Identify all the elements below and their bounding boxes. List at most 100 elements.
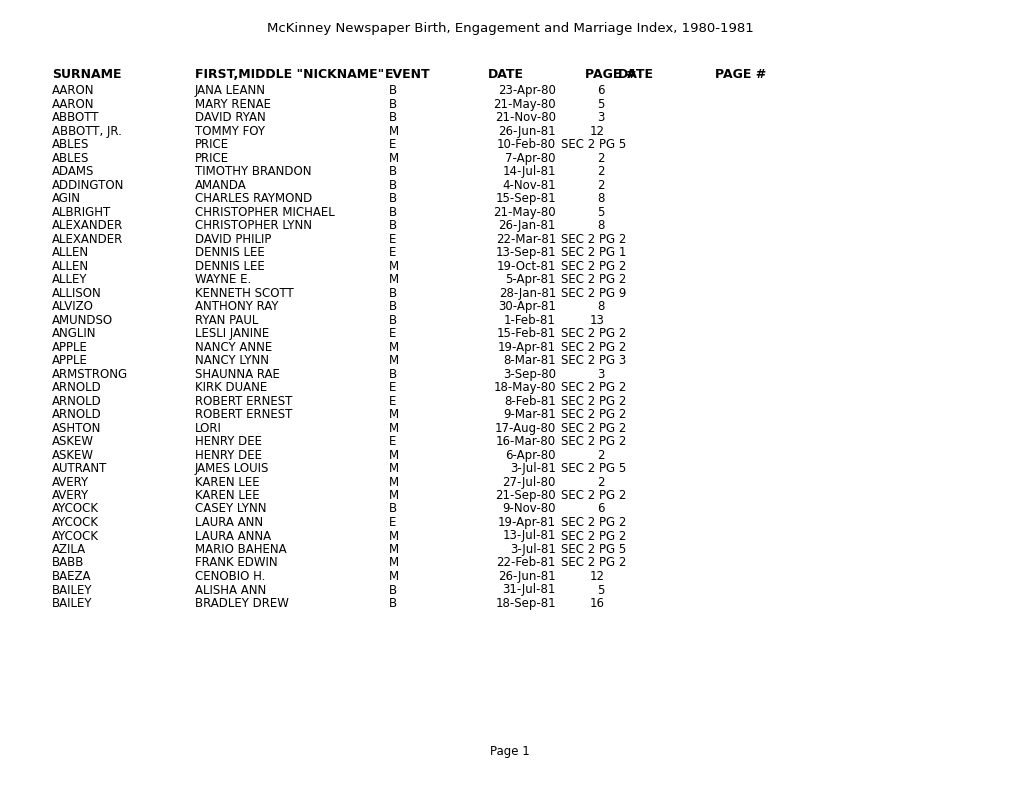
Text: ABBOTT: ABBOTT: [52, 111, 100, 124]
Text: 3-Jul-81: 3-Jul-81: [510, 543, 555, 556]
Text: DATE: DATE: [618, 68, 653, 81]
Text: B: B: [388, 111, 396, 124]
Text: M: M: [388, 273, 398, 286]
Text: 9-Mar-81: 9-Mar-81: [502, 408, 555, 421]
Text: SEC 2 PG 3: SEC 2 PG 3: [560, 354, 626, 367]
Text: ADDINGTON: ADDINGTON: [52, 179, 124, 191]
Text: M: M: [388, 422, 398, 434]
Text: M: M: [388, 408, 398, 421]
Text: 15-Feb-81: 15-Feb-81: [496, 327, 555, 340]
Text: TIMOTHY BRANDON: TIMOTHY BRANDON: [195, 165, 311, 178]
Text: ALLEN: ALLEN: [52, 246, 89, 259]
Text: B: B: [388, 503, 396, 515]
Text: M: M: [388, 543, 398, 556]
Text: HENRY DEE: HENRY DEE: [195, 448, 262, 462]
Text: ALLISON: ALLISON: [52, 287, 102, 299]
Text: NANCY ANNE: NANCY ANNE: [195, 340, 272, 354]
Text: AGIN: AGIN: [52, 192, 81, 205]
Text: 3-Sep-80: 3-Sep-80: [502, 367, 555, 381]
Text: ANTHONY RAY: ANTHONY RAY: [195, 300, 278, 313]
Text: 26-Jun-81: 26-Jun-81: [498, 570, 555, 583]
Text: B: B: [388, 583, 396, 597]
Text: AUTRANT: AUTRANT: [52, 462, 107, 475]
Text: DENNIS LEE: DENNIS LEE: [195, 259, 265, 273]
Text: 3: 3: [597, 111, 604, 124]
Text: 18-May-80: 18-May-80: [493, 381, 555, 394]
Text: M: M: [388, 556, 398, 570]
Text: SEC 2 PG 5: SEC 2 PG 5: [560, 138, 626, 151]
Text: 16: 16: [589, 597, 604, 610]
Text: ASKEW: ASKEW: [52, 435, 94, 448]
Text: 8-Feb-81: 8-Feb-81: [503, 395, 555, 407]
Text: 26-Jun-81: 26-Jun-81: [498, 125, 555, 137]
Text: ROBERT ERNEST: ROBERT ERNEST: [195, 408, 292, 421]
Text: ROBERT ERNEST: ROBERT ERNEST: [195, 395, 292, 407]
Text: 9-Nov-80: 9-Nov-80: [502, 503, 555, 515]
Text: B: B: [388, 597, 396, 610]
Text: MARY RENAE: MARY RENAE: [195, 98, 271, 110]
Text: SEC 2 PG 2: SEC 2 PG 2: [560, 408, 626, 421]
Text: TOMMY FOY: TOMMY FOY: [195, 125, 265, 137]
Text: 19-Apr-81: 19-Apr-81: [497, 516, 555, 529]
Text: CENOBIO H.: CENOBIO H.: [195, 570, 265, 583]
Text: M: M: [388, 475, 398, 489]
Text: ADAMS: ADAMS: [52, 165, 95, 178]
Text: PAGE #: PAGE #: [714, 68, 765, 81]
Text: B: B: [388, 219, 396, 232]
Text: AYCOCK: AYCOCK: [52, 516, 99, 529]
Text: PAGE #: PAGE #: [585, 68, 636, 81]
Text: AARON: AARON: [52, 84, 95, 97]
Text: ABLES: ABLES: [52, 151, 90, 165]
Text: E: E: [388, 138, 396, 151]
Text: 23-Apr-80: 23-Apr-80: [497, 84, 555, 97]
Text: BAILEY: BAILEY: [52, 583, 93, 597]
Text: 13-Sep-81: 13-Sep-81: [495, 246, 555, 259]
Text: M: M: [388, 570, 398, 583]
Text: 7-Apr-80: 7-Apr-80: [505, 151, 555, 165]
Text: M: M: [388, 530, 398, 542]
Text: M: M: [388, 489, 398, 502]
Text: 6: 6: [597, 84, 604, 97]
Text: JANA LEANN: JANA LEANN: [195, 84, 266, 97]
Text: E: E: [388, 381, 396, 394]
Text: E: E: [388, 232, 396, 246]
Text: ASHTON: ASHTON: [52, 422, 101, 434]
Text: 2: 2: [597, 179, 604, 191]
Text: B: B: [388, 165, 396, 178]
Text: 2: 2: [597, 475, 604, 489]
Text: 21-Sep-80: 21-Sep-80: [495, 489, 555, 502]
Text: M: M: [388, 125, 398, 137]
Text: ALEXANDER: ALEXANDER: [52, 219, 123, 232]
Text: M: M: [388, 354, 398, 367]
Text: 15-Sep-81: 15-Sep-81: [495, 192, 555, 205]
Text: 3-Jul-81: 3-Jul-81: [510, 462, 555, 475]
Text: KIRK DUANE: KIRK DUANE: [195, 381, 267, 394]
Text: 5: 5: [597, 98, 604, 110]
Text: SEC 2 PG 9: SEC 2 PG 9: [560, 287, 626, 299]
Text: SURNAME: SURNAME: [52, 68, 121, 81]
Text: CHARLES RAYMOND: CHARLES RAYMOND: [195, 192, 312, 205]
Text: BRADLEY DREW: BRADLEY DREW: [195, 597, 288, 610]
Text: MARIO BAHENA: MARIO BAHENA: [195, 543, 286, 556]
Text: E: E: [388, 435, 396, 448]
Text: SHAUNNA RAE: SHAUNNA RAE: [195, 367, 279, 381]
Text: 22-Mar-81: 22-Mar-81: [495, 232, 555, 246]
Text: ALLEN: ALLEN: [52, 259, 89, 273]
Text: 8: 8: [597, 219, 604, 232]
Text: 2: 2: [597, 165, 604, 178]
Text: 5: 5: [597, 206, 604, 218]
Text: AVERY: AVERY: [52, 489, 89, 502]
Text: SEC 2 PG 2: SEC 2 PG 2: [560, 556, 626, 570]
Text: 17-Aug-80: 17-Aug-80: [494, 422, 555, 434]
Text: 4-Nov-81: 4-Nov-81: [502, 179, 555, 191]
Text: E: E: [388, 327, 396, 340]
Text: SEC 2 PG 2: SEC 2 PG 2: [560, 422, 626, 434]
Text: DAVID PHILIP: DAVID PHILIP: [195, 232, 271, 246]
Text: KAREN LEE: KAREN LEE: [195, 489, 260, 502]
Text: 21-May-80: 21-May-80: [493, 206, 555, 218]
Text: 12: 12: [589, 125, 604, 137]
Text: B: B: [388, 206, 396, 218]
Text: 8-Mar-81: 8-Mar-81: [503, 354, 555, 367]
Text: EVENT: EVENT: [384, 68, 430, 81]
Text: 19-Oct-81: 19-Oct-81: [496, 259, 555, 273]
